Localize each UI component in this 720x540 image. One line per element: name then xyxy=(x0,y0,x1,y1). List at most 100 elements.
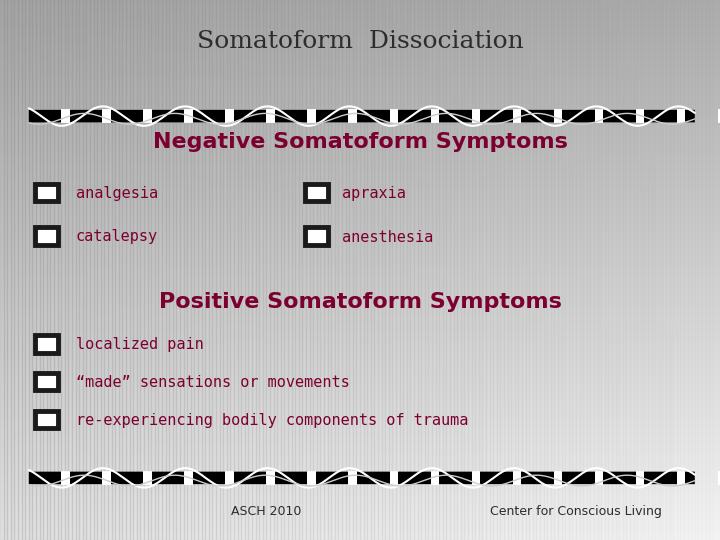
Bar xyxy=(515,0,518,540)
Bar xyxy=(0,227,720,229)
Bar xyxy=(148,0,151,540)
Bar xyxy=(0,262,720,265)
FancyBboxPatch shape xyxy=(35,184,58,201)
Bar xyxy=(0,300,720,302)
Bar xyxy=(612,0,616,540)
Text: “made” sensations or movements: “made” sensations or movements xyxy=(76,375,349,390)
Bar xyxy=(0,135,720,138)
Bar xyxy=(270,0,274,540)
Bar xyxy=(0,329,720,332)
Bar xyxy=(0,138,720,140)
Bar xyxy=(0,335,720,338)
Bar xyxy=(4,0,7,540)
Bar xyxy=(0,421,720,424)
Bar xyxy=(274,0,277,540)
Bar xyxy=(0,464,720,467)
Bar xyxy=(162,0,166,540)
Bar xyxy=(0,413,720,416)
Bar xyxy=(0,510,720,513)
Bar xyxy=(0,3,720,5)
Bar xyxy=(0,170,720,173)
Text: re-experiencing bodily components of trauma: re-experiencing bodily components of tra… xyxy=(76,413,468,428)
Bar xyxy=(288,0,292,540)
Bar xyxy=(0,157,720,159)
Text: analgesia: analgesia xyxy=(76,186,158,201)
Bar xyxy=(0,92,720,94)
Bar xyxy=(526,0,529,540)
Bar xyxy=(22,0,25,540)
Bar xyxy=(461,0,464,540)
Text: ASCH 2010: ASCH 2010 xyxy=(231,505,302,518)
Bar xyxy=(133,0,137,540)
Bar xyxy=(0,235,720,238)
Bar xyxy=(0,186,720,189)
Bar xyxy=(0,254,720,256)
Bar xyxy=(205,0,209,540)
Bar xyxy=(540,0,544,540)
Bar xyxy=(0,27,720,30)
Bar xyxy=(486,0,490,540)
Bar xyxy=(414,0,418,540)
Bar xyxy=(389,0,392,540)
Bar xyxy=(0,389,720,392)
Bar xyxy=(0,535,720,537)
Bar xyxy=(0,454,720,456)
Bar xyxy=(580,0,583,540)
Bar xyxy=(0,432,720,435)
Bar xyxy=(40,0,43,540)
Bar xyxy=(328,0,331,540)
Bar xyxy=(590,0,594,540)
Bar xyxy=(72,0,76,540)
Bar xyxy=(0,354,720,356)
Bar xyxy=(378,0,382,540)
Bar xyxy=(126,0,130,540)
Bar xyxy=(0,521,720,524)
Bar xyxy=(0,351,720,354)
Bar xyxy=(0,51,720,54)
Text: Negative Somatoform Symptoms: Negative Somatoform Symptoms xyxy=(153,132,567,152)
Bar xyxy=(691,0,695,540)
Bar xyxy=(151,0,155,540)
Bar xyxy=(0,491,720,494)
Bar xyxy=(0,448,720,451)
Bar xyxy=(0,22,720,24)
Bar xyxy=(0,286,720,289)
Text: anesthesia: anesthesia xyxy=(342,230,433,245)
Bar xyxy=(259,0,263,540)
Bar xyxy=(511,0,515,540)
Bar xyxy=(0,173,720,176)
Bar xyxy=(576,0,580,540)
Bar xyxy=(191,0,194,540)
Bar xyxy=(0,119,720,122)
Bar xyxy=(0,359,720,362)
Bar xyxy=(0,105,720,108)
Bar xyxy=(0,5,720,8)
Bar xyxy=(468,0,472,540)
Bar xyxy=(187,0,191,540)
Bar xyxy=(0,478,720,481)
Bar xyxy=(0,532,720,535)
Bar xyxy=(0,313,720,316)
Bar xyxy=(713,0,716,540)
Bar xyxy=(626,0,630,540)
Bar xyxy=(508,0,511,540)
Bar xyxy=(630,0,634,540)
Bar xyxy=(688,0,691,540)
Text: Center for Conscious Living: Center for Conscious Living xyxy=(490,505,662,518)
Bar xyxy=(716,0,720,540)
Bar xyxy=(544,0,547,540)
Bar xyxy=(0,208,720,211)
Bar xyxy=(0,35,720,38)
Bar xyxy=(18,0,22,540)
Bar xyxy=(0,103,720,105)
Text: Somatoform  Dissociation: Somatoform Dissociation xyxy=(197,30,523,53)
Bar xyxy=(0,270,720,273)
Bar xyxy=(0,113,720,116)
Bar xyxy=(0,32,720,35)
Bar xyxy=(0,310,720,313)
Bar xyxy=(695,0,698,540)
FancyBboxPatch shape xyxy=(305,227,328,245)
Bar xyxy=(317,0,320,540)
Bar xyxy=(536,0,540,540)
Text: apraxia: apraxia xyxy=(342,186,406,201)
